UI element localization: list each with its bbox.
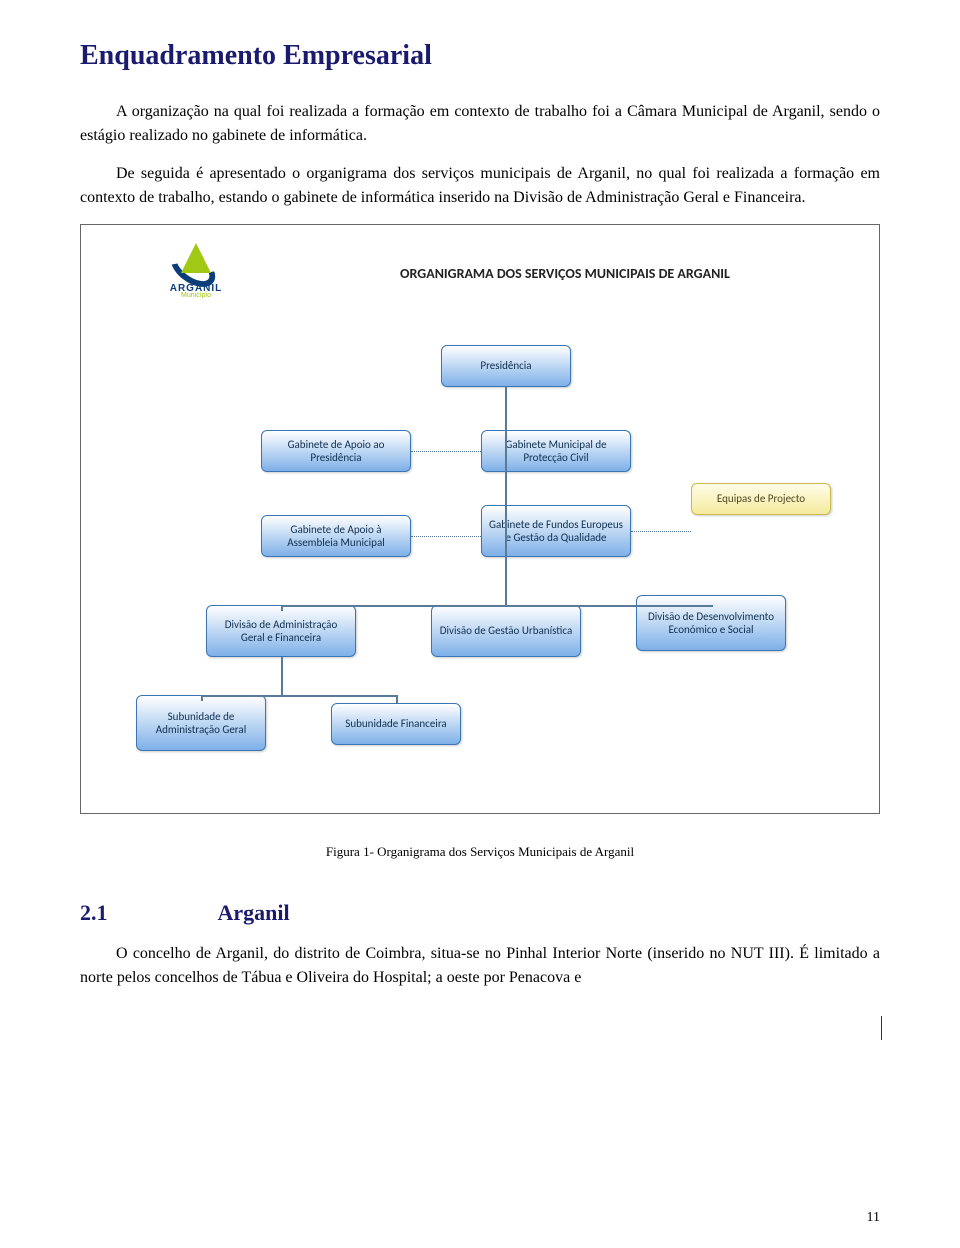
org-connector-1 [281, 605, 711, 607]
figure-caption: Figura 1- Organigrama dos Serviços Munic… [80, 844, 880, 860]
org-node-gap-ass: Gabinete de Apoio à Assembleia Municipal [261, 515, 411, 557]
logo-text-2: Município [181, 292, 211, 299]
org-connector-6 [281, 695, 396, 697]
section-divider [881, 1016, 882, 1040]
page-number: 11 [867, 1210, 880, 1226]
page-title: Enquadramento Empresarial [80, 40, 880, 72]
org-connector-5 [201, 695, 283, 697]
section-para-1: O concelho de Arganil, do distrito de Co… [80, 942, 880, 990]
org-node-gfe: Gabinete de Fundos Europeus e Gestão da … [481, 505, 631, 557]
org-connector-4 [281, 657, 283, 695]
org-node-div-desenv: Divisão de Desenvolvimento Económico e S… [636, 595, 786, 651]
org-node-gap-pres: Gabinete de Apoio ao Presidência [261, 430, 411, 472]
org-node-div-admin: Divisão de Administração Geral e Finance… [206, 605, 356, 657]
org-dotted-0 [411, 451, 481, 452]
org-dotted-1 [411, 536, 481, 537]
section-number: 2.1 [80, 900, 108, 926]
org-connector-8 [396, 695, 398, 703]
intro-para-2: De seguida é apresentado o organigrama d… [80, 162, 880, 210]
org-chart-frame: ARGANIL Município ORGANIGRAMA DOS SERVIÇ… [80, 224, 880, 814]
org-dotted-2 [631, 531, 691, 532]
org-node-sub-admin: Subunidade de Administração Geral [136, 695, 266, 751]
org-node-gmp-civil: Gabinete Municipal de Protecção Civil [481, 430, 631, 472]
chart-title: ORGANIGRAMA DOS SERVIÇOS MUNICIPAIS DE A… [291, 265, 839, 282]
org-connector-3 [711, 605, 713, 607]
org-node-equipas: Equipas de Projecto [691, 483, 831, 515]
section-title: Arganil [218, 900, 290, 926]
logo-mark-icon [168, 243, 224, 283]
arganil-logo: ARGANIL Município [151, 243, 241, 313]
org-node-div-urban: Divisão de Gestão Urbanística [431, 605, 581, 657]
section-heading-row: 2.1 Arganil [80, 900, 880, 926]
org-connector-7 [201, 695, 203, 701]
org-connector-2 [281, 605, 283, 611]
org-node-sub-fin: Subunidade Financeira [331, 703, 461, 745]
org-connector-0 [505, 387, 507, 605]
org-node-presidencia: Presidência [441, 345, 571, 387]
intro-para-1: A organização na qual foi realizada a fo… [80, 100, 880, 148]
